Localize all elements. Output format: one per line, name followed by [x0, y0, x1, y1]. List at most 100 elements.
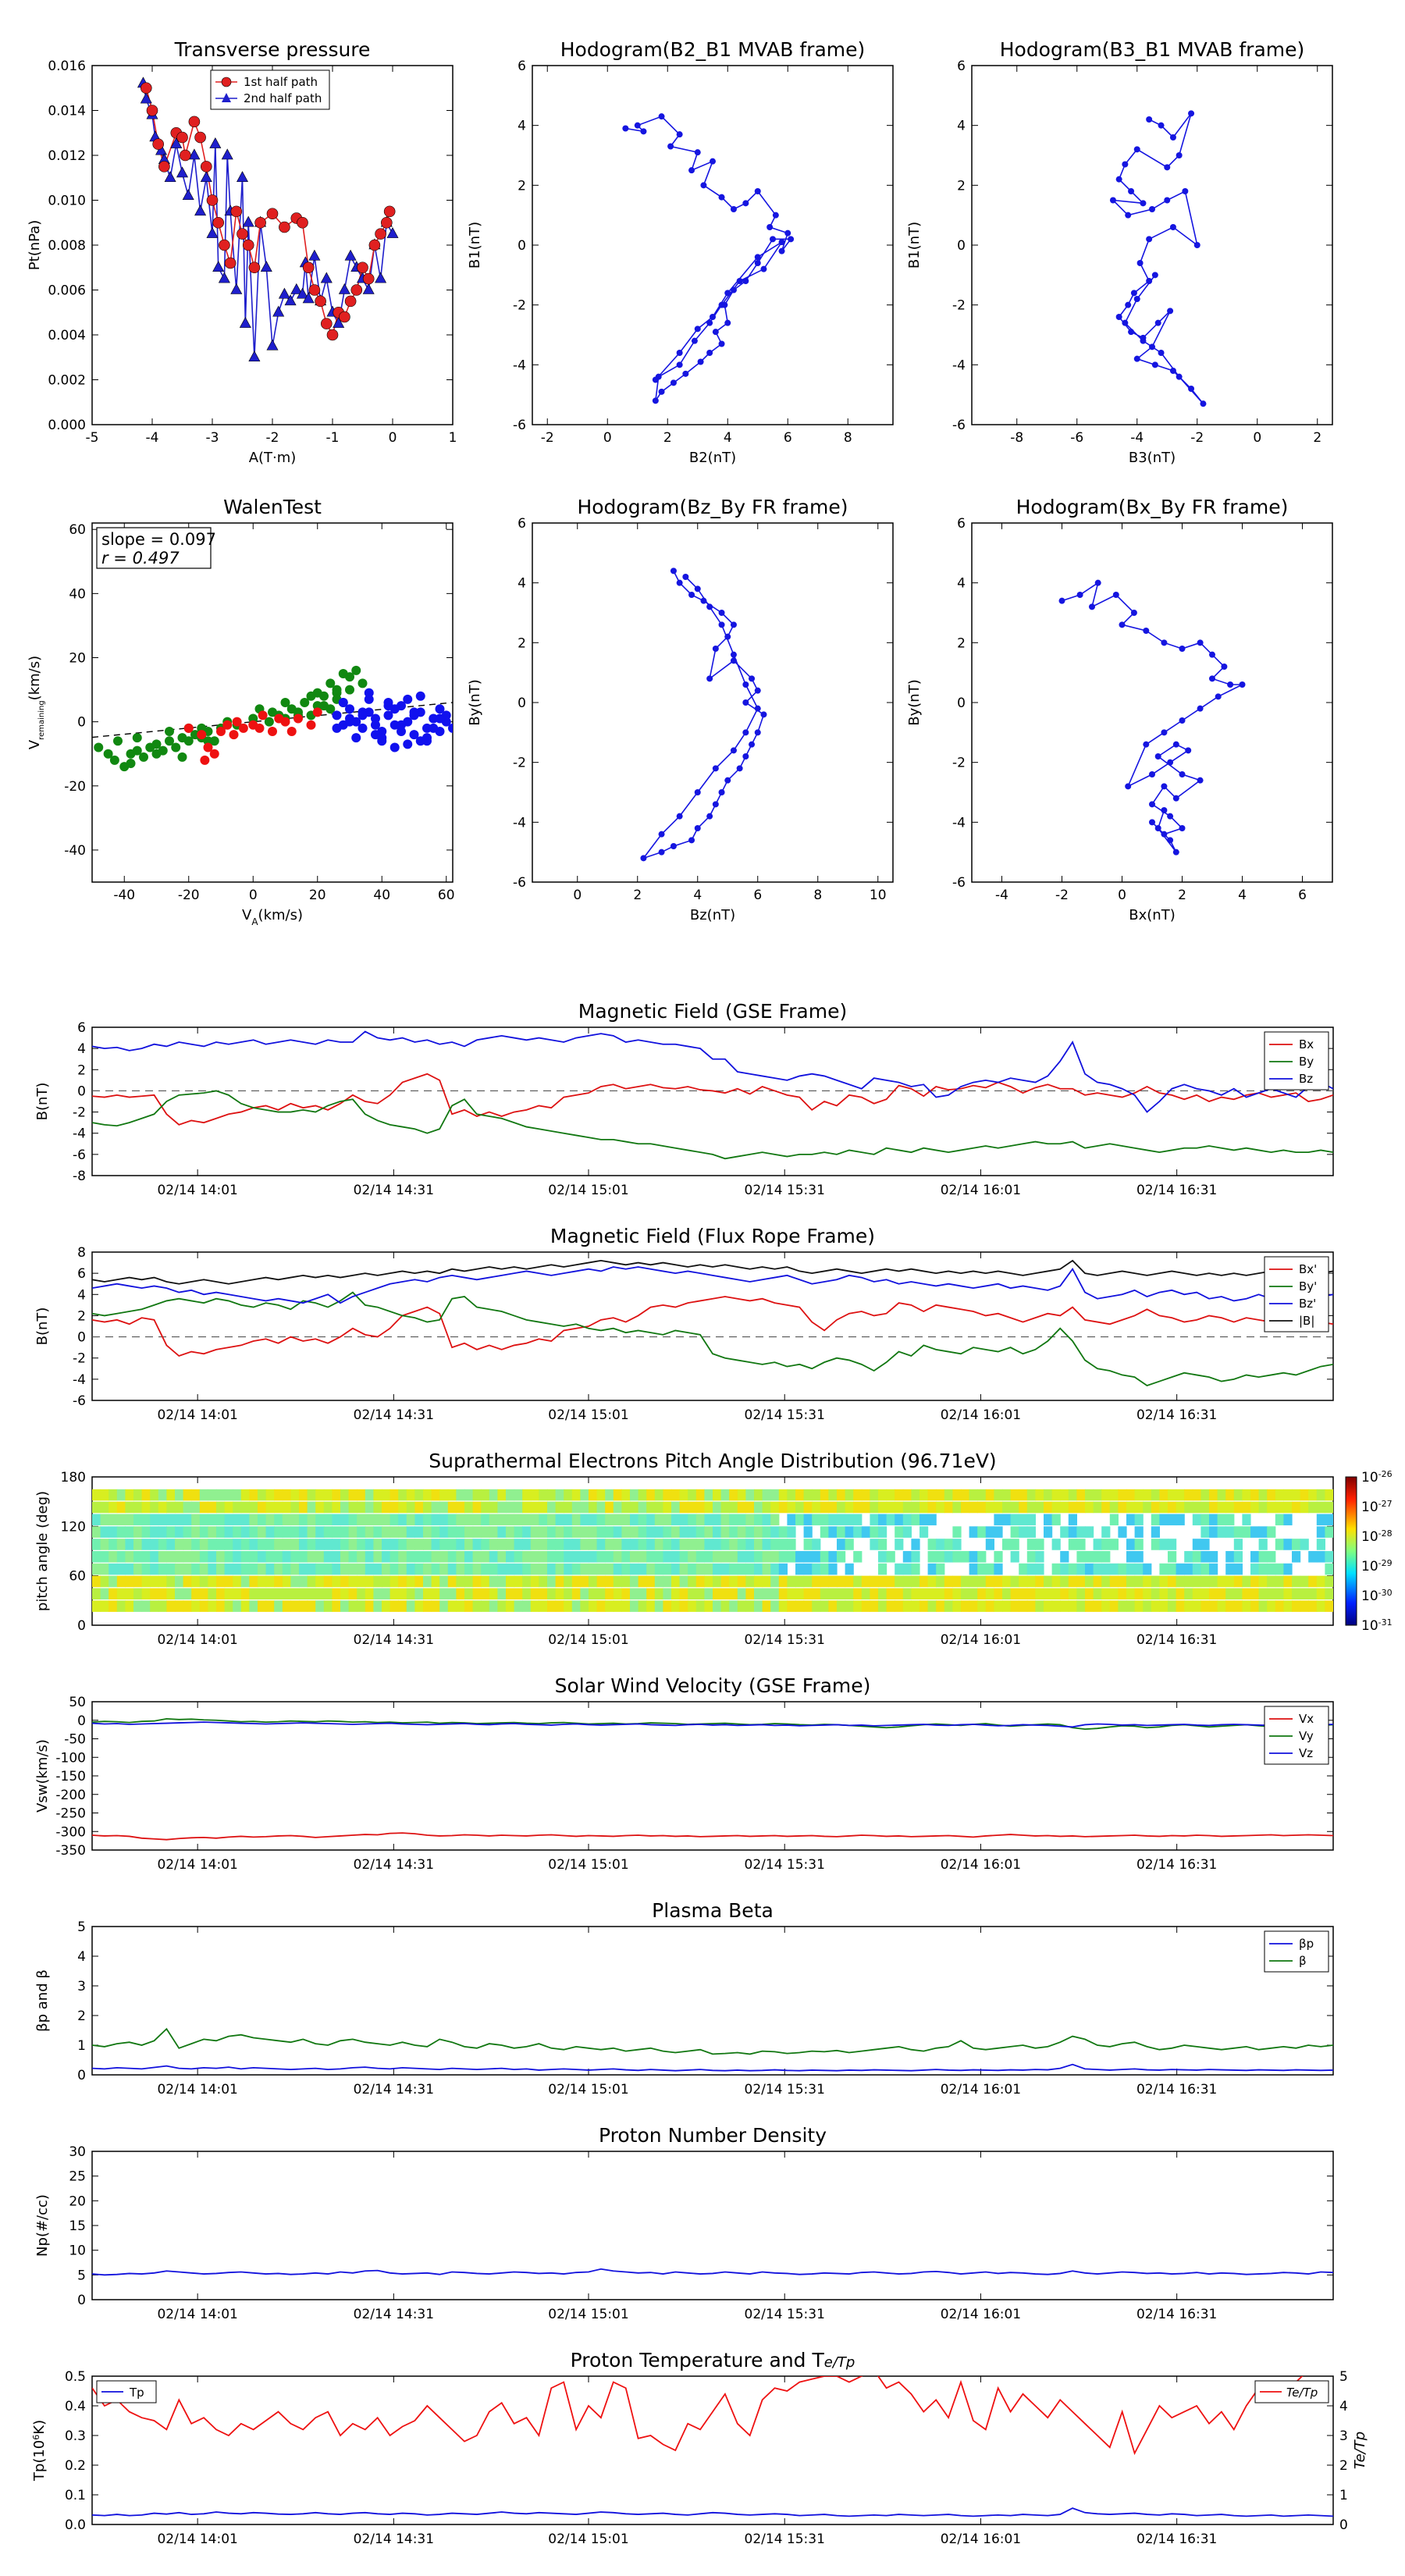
- y-tick-label: 4: [77, 1949, 86, 1965]
- heatmap-cell: [646, 1489, 656, 1501]
- heatmap-cell: [133, 1526, 143, 1538]
- heatmap-cell: [589, 1551, 598, 1563]
- heatmap-cell: [1184, 1551, 1193, 1563]
- heatmap-cell: [92, 1514, 101, 1526]
- heatmap-cell: [778, 1551, 788, 1563]
- heatmap-cell: [92, 1551, 101, 1563]
- heatmap-cell: [853, 1489, 863, 1501]
- heatmap-cell: [713, 1489, 722, 1501]
- heatmap-cell: [630, 1514, 639, 1526]
- heatmap-cell: [332, 1489, 341, 1501]
- heatmap-cell: [158, 1539, 167, 1550]
- heatmap-cell: [265, 1526, 275, 1538]
- heatmap-cell: [646, 1563, 656, 1575]
- heatmap-cell: [265, 1600, 275, 1612]
- legend-label: By: [1299, 1055, 1314, 1069]
- y-tick-label: 4: [77, 1287, 86, 1303]
- heatmap-cell: [456, 1551, 465, 1563]
- heatmap-cell: [133, 1501, 143, 1514]
- heatmap-cell: [125, 1575, 134, 1588]
- circle-point: [230, 205, 243, 218]
- heatmap-cell: [175, 1539, 184, 1550]
- heatmap-cell: [902, 1489, 912, 1501]
- heatmap-cell: [216, 1514, 226, 1526]
- heatmap-cell: [1101, 1501, 1111, 1514]
- heatmap-cell: [274, 1501, 283, 1514]
- heatmap-cell: [613, 1489, 622, 1501]
- heatmap-cell: [770, 1526, 780, 1538]
- data-point: [724, 319, 731, 326]
- heatmap-cell: [365, 1489, 374, 1501]
- plot-frame: [532, 522, 894, 883]
- heatmap-cell: [414, 1575, 424, 1588]
- heatmap-cell: [1217, 1489, 1226, 1501]
- heatmap-cell: [373, 1575, 382, 1588]
- heatmap-cell: [936, 1489, 945, 1501]
- data-point: [1149, 206, 1155, 212]
- x-tick-label: 02/14 14:01: [157, 1632, 237, 1648]
- heatmap-cell: [514, 1489, 523, 1501]
- heatmap-cell: [158, 1514, 167, 1526]
- series-Tp: [92, 2507, 1333, 2517]
- heatmap-cell: [1325, 1514, 1333, 1526]
- heatmap-cell: [754, 1588, 763, 1600]
- heatmap-cell: [323, 1489, 333, 1501]
- heatmap-cell: [580, 1551, 589, 1563]
- heatmap-cell: [1002, 1501, 1012, 1514]
- heatmap-cell: [704, 1588, 713, 1600]
- heatmap-cell: [522, 1563, 532, 1575]
- heatmap-cell: [539, 1514, 548, 1526]
- heatmap-cell: [125, 1563, 134, 1575]
- walen-point: [357, 710, 368, 720]
- heatmap-cell: [398, 1501, 407, 1514]
- heatmap-cell: [100, 1539, 109, 1550]
- heatmap-cell: [1118, 1526, 1127, 1538]
- heatmap-cell: [100, 1575, 109, 1588]
- chart-proton-temperature: 02/14 14:01 02/14 14:31 02/14 15:01 02/14 1…: [31, 2349, 1369, 2547]
- heatmap-cell: [1118, 1563, 1127, 1575]
- heatmap-cell: [1325, 1575, 1333, 1588]
- heatmap-cell: [92, 1588, 101, 1600]
- y-tick-label: 30: [69, 2144, 86, 2160]
- y-tick-label: 0: [518, 238, 526, 254]
- heatmap-cell: [1085, 1600, 1094, 1612]
- heatmap-cell: [638, 1551, 647, 1563]
- walen-point: [409, 707, 419, 717]
- heatmap-cell: [282, 1501, 291, 1514]
- y-tick-label: 0.000: [48, 418, 86, 433]
- heatmap-cell: [1044, 1575, 1053, 1588]
- heatmap-cell: [663, 1489, 672, 1501]
- heatmap-cell: [307, 1501, 316, 1514]
- data-point: [667, 143, 674, 150]
- triangle-point: [239, 316, 251, 328]
- heatmap-cell: [1019, 1575, 1028, 1588]
- heatmap-cell: [828, 1588, 838, 1600]
- walen-point: [383, 698, 393, 707]
- walen-point: [409, 730, 419, 740]
- circle-point: [326, 329, 339, 341]
- heatmap-cell: [571, 1600, 581, 1612]
- series-Bz: [92, 1030, 1333, 1113]
- heatmap-cell: [116, 1526, 126, 1538]
- data-point: [1197, 705, 1204, 712]
- heatmap-cell: [886, 1588, 895, 1600]
- heatmap-cell: [150, 1588, 159, 1600]
- legend-marker: [222, 93, 231, 102]
- heatmap-cell: [1126, 1489, 1136, 1501]
- heatmap-cell: [423, 1489, 432, 1501]
- data-point: [718, 194, 725, 201]
- heatmap-cell: [1300, 1501, 1309, 1514]
- heatmap-cell: [1242, 1600, 1251, 1612]
- y-tick-label: 10: [69, 2243, 86, 2259]
- heatmap-cell: [382, 1489, 391, 1501]
- heatmap-cell: [447, 1551, 457, 1563]
- heatmap-cell: [1035, 1551, 1044, 1563]
- heatmap-cell: [729, 1575, 738, 1588]
- heatmap-cell: [795, 1551, 805, 1563]
- heatmap-cell: [1325, 1600, 1333, 1612]
- heatmap-cell: [497, 1539, 507, 1550]
- heatmap-cell: [100, 1526, 109, 1538]
- heatmap-cell: [787, 1501, 796, 1514]
- heatmap-cell: [539, 1575, 548, 1588]
- heatmap-cell: [406, 1588, 415, 1600]
